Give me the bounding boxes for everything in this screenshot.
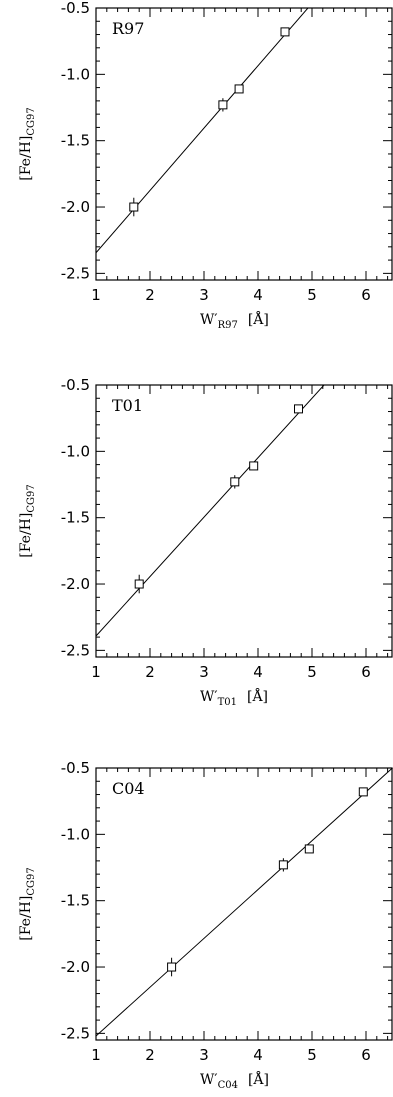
y-axis-label-main: [Fe/H] (18, 136, 34, 181)
data-point (234, 84, 244, 94)
x-tick-label: 6 (361, 663, 371, 681)
x-tick-label: 6 (361, 1046, 371, 1064)
x-axis-label-unit: [Å] (247, 687, 268, 705)
x-tick-label: 2 (145, 286, 155, 304)
data-point (294, 404, 303, 414)
x-tick-label: 6 (361, 286, 371, 304)
y-tick-label: -2.0 (61, 958, 90, 976)
x-tick-label: 3 (199, 1046, 209, 1064)
y-axis-label-main: [Fe/H] (18, 513, 34, 558)
data-point (218, 98, 228, 112)
y-tick-label: -2.5 (61, 264, 90, 282)
x-axis-label: W′T01 [Å] (200, 687, 268, 708)
x-tick-label: 3 (199, 286, 209, 304)
x-tick-label: 1 (91, 1046, 101, 1064)
y-tick-label: -1.0 (61, 65, 90, 83)
data-marker (278, 860, 288, 870)
y-tick-label: -0.5 (61, 0, 90, 17)
data-marker (249, 461, 259, 471)
x-tick-label: 1 (91, 286, 101, 304)
y-tick-label: -0.5 (61, 376, 90, 394)
plot-frame (95, 767, 393, 1041)
data-marker (358, 787, 368, 797)
data-marker (304, 844, 314, 854)
panel-label: R97 (112, 19, 144, 38)
x-axis-label-sub: C04 (218, 1080, 238, 1091)
panel-label: C04 (112, 779, 145, 798)
x-axis-label: W′C04 [Å] (200, 1070, 269, 1091)
y-tick-label: -1.0 (61, 825, 90, 843)
x-tick-label: 2 (145, 1046, 155, 1064)
data-marker (129, 202, 139, 212)
x-tick-label: 4 (253, 663, 263, 681)
x-tick-label: 5 (307, 663, 317, 681)
y-tick-label: -2.5 (61, 641, 90, 659)
data-point (304, 844, 314, 854)
plot-frame (95, 384, 393, 658)
data-point (249, 461, 259, 471)
y-tick-label: -1.5 (61, 892, 90, 910)
data-marker (167, 962, 177, 972)
data-point (280, 27, 290, 37)
data-point (129, 197, 139, 217)
x-tick-label: 3 (199, 663, 209, 681)
data-marker (134, 579, 144, 589)
y-axis-label-sub: CG97 (26, 867, 37, 895)
y-tick-label: -1.5 (61, 509, 90, 527)
y-axis-label: [Fe/H]CG97 (18, 107, 37, 180)
x-tick-label: 4 (253, 286, 263, 304)
x-tick-label: 2 (145, 663, 155, 681)
x-axis-label-sub: T01 (218, 697, 237, 708)
data-point (167, 957, 177, 977)
x-axis-label-main: W′ (200, 689, 218, 705)
data-marker (234, 84, 244, 94)
y-axis-label-sub: CG97 (26, 107, 37, 135)
y-axis-label: [Fe/H]CG97 (18, 867, 37, 940)
x-axis-label-unit: [Å] (248, 1070, 269, 1088)
fit-line (96, 8, 309, 254)
y-tick-label: -2.0 (61, 575, 90, 593)
y-axis-label-sub: CG97 (26, 484, 37, 512)
x-axis-label: W′R97 [Å] (200, 310, 269, 331)
data-point (278, 858, 288, 872)
x-axis-label-main: W′ (200, 1072, 218, 1088)
y-tick-label: -2.5 (61, 1024, 90, 1042)
x-tick-label: 5 (307, 1046, 317, 1064)
y-axis-label-main: [Fe/H] (18, 896, 34, 941)
x-tick-label: 1 (91, 663, 101, 681)
y-tick-label: -2.0 (61, 198, 90, 216)
x-tick-label: 5 (307, 286, 317, 304)
y-tick-label: -1.0 (61, 442, 90, 460)
y-tick-label: -1.5 (61, 132, 90, 150)
data-marker (230, 477, 240, 487)
plot-frame (95, 7, 393, 281)
panel-label: T01 (112, 396, 143, 415)
fit-line (96, 385, 325, 637)
fit-line (96, 768, 393, 1037)
data-marker (218, 100, 228, 110)
x-axis-label-unit: [Å] (248, 310, 269, 328)
y-axis-label: [Fe/H]CG97 (18, 484, 37, 557)
data-marker (294, 404, 303, 414)
data-point (230, 475, 240, 489)
y-tick-label: -0.5 (61, 759, 90, 777)
x-axis-label-main: W′ (200, 312, 218, 328)
x-tick-label: 4 (253, 1046, 263, 1064)
x-axis-label-sub: R97 (218, 320, 238, 331)
data-point (358, 787, 368, 797)
data-marker (280, 27, 290, 37)
data-point (134, 574, 144, 594)
